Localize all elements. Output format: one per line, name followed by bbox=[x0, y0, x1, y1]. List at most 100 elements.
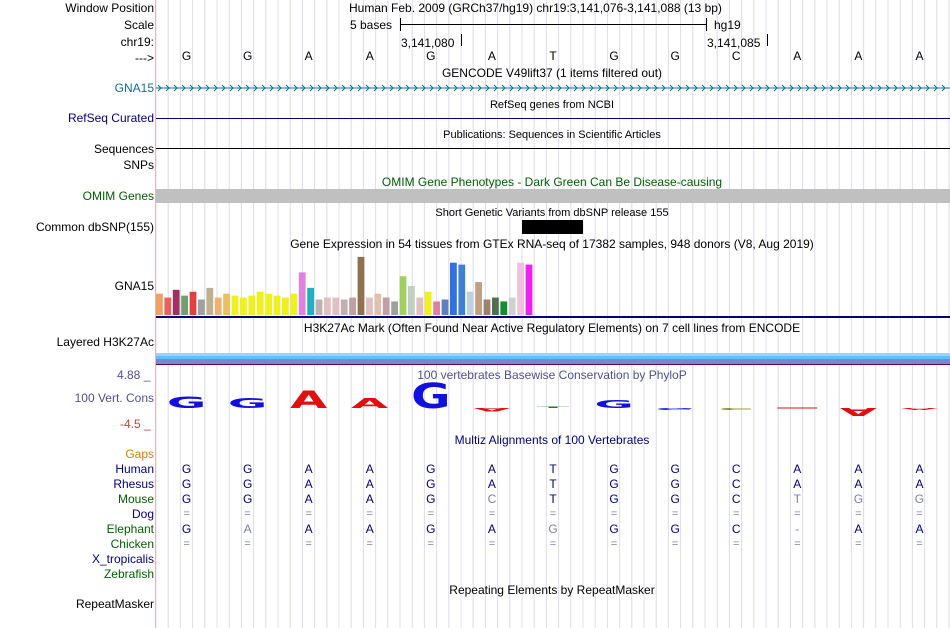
phylop-score-mark: G bbox=[167, 394, 206, 412]
gencode-chevron bbox=[285, 84, 290, 92]
gtex-tissue-bar bbox=[424, 291, 432, 315]
alignment-base: A bbox=[915, 522, 924, 536]
gencode-chevron bbox=[613, 84, 618, 92]
gtex-tissue-bar bbox=[508, 297, 516, 315]
gencode-chevron bbox=[509, 84, 514, 92]
base-letter: G bbox=[181, 49, 192, 63]
alignment-base: = bbox=[183, 538, 190, 550]
dbsnp-variant-block[interactable] bbox=[522, 220, 583, 234]
gencode-chevron bbox=[829, 84, 834, 92]
scale-bar-right-tick bbox=[706, 18, 707, 31]
gencode-chevron bbox=[797, 84, 802, 92]
multiz-species-label[interactable]: Mouse bbox=[117, 492, 154, 506]
gtex-tissue-bar bbox=[374, 293, 382, 315]
repeatmasker-track-label[interactable]: RepeatMasker bbox=[75, 597, 154, 611]
gencode-chevron bbox=[877, 84, 882, 92]
gencode-chevron bbox=[197, 84, 202, 92]
sequences-track-label[interactable]: Sequences bbox=[93, 142, 154, 156]
gencode-chevron bbox=[893, 84, 898, 92]
multiz-track-title: Multiz Alignments of 100 Vertebrates bbox=[454, 433, 650, 447]
gencode-chevron bbox=[557, 84, 562, 92]
gencode-chevron bbox=[549, 84, 554, 92]
phylop-track-label[interactable]: 100 Vert. Cons bbox=[74, 391, 154, 405]
gencode-chevron bbox=[573, 84, 578, 92]
phylop-score-mark: A bbox=[351, 396, 389, 412]
multiz-alignment-row: = = = = = = = = = = = = = bbox=[0, 537, 950, 551]
gencode-track-label[interactable]: GNA15 bbox=[114, 81, 154, 95]
phylop-score-mark: A bbox=[290, 386, 328, 414]
multiz-species-label[interactable]: X_tropicalis bbox=[91, 552, 154, 566]
gencode-chevron bbox=[501, 84, 506, 92]
gtex-expression-chart[interactable] bbox=[156, 252, 950, 318]
alignment-base: G bbox=[181, 477, 192, 491]
gencode-chevron bbox=[469, 84, 474, 92]
multiz-species-label[interactable]: Elephant bbox=[106, 522, 154, 536]
gtex-track-label[interactable]: GNA15 bbox=[114, 279, 154, 293]
refseq-track-label[interactable]: RefSeq Curated bbox=[67, 111, 154, 125]
alignment-base: = bbox=[366, 538, 373, 550]
window-position-label: Window Position bbox=[65, 1, 154, 15]
gencode-chevron bbox=[277, 84, 282, 92]
gencode-chevron bbox=[669, 84, 674, 92]
alignment-base: G bbox=[426, 492, 436, 506]
gencode-chevron bbox=[437, 84, 442, 92]
h3k27ac-track-label[interactable]: Layered H3K27Ac bbox=[56, 335, 154, 349]
omim-gene-bar[interactable] bbox=[156, 189, 950, 203]
alignment-base: C bbox=[731, 462, 741, 476]
gencode-chevron bbox=[333, 84, 338, 92]
multiz-species-label[interactable]: Rhesus bbox=[113, 477, 154, 491]
h3k27ac-signal-band[interactable] bbox=[156, 353, 950, 365]
base-letter: G bbox=[609, 49, 619, 63]
alignment-base: T bbox=[549, 462, 557, 476]
gencode-chevron bbox=[421, 84, 426, 92]
alignment-base: = bbox=[671, 508, 679, 520]
window-position-value: Human Feb. 2009 (GRCh37/hg19) chr19:3,14… bbox=[349, 1, 722, 15]
gencode-gene-feature[interactable] bbox=[156, 82, 950, 94]
gencode-chevron bbox=[645, 84, 650, 92]
gencode-chevron bbox=[789, 84, 794, 92]
alignment-base: = bbox=[733, 538, 740, 550]
gencode-chevron bbox=[653, 84, 658, 92]
multiz-gaps-label[interactable]: Gaps bbox=[125, 447, 154, 461]
gtex-tissue-bar bbox=[223, 293, 230, 315]
coord-left: 3,141,080 bbox=[401, 36, 455, 50]
snps-track-label[interactable]: SNPs bbox=[123, 158, 154, 172]
refseq-gene-line[interactable] bbox=[156, 118, 950, 119]
dbsnp-track-label[interactable]: Common dbSNP(155) bbox=[35, 220, 154, 234]
multiz-species-label[interactable]: Chicken bbox=[110, 537, 154, 551]
gtex-tissue-bar bbox=[273, 295, 281, 315]
alignment-base: = bbox=[488, 538, 496, 550]
gtex-tissue-bar bbox=[172, 289, 180, 315]
gencode-chevron bbox=[461, 84, 466, 92]
multiz-species-label[interactable]: Human bbox=[115, 462, 154, 476]
gtex-tissue-bar bbox=[298, 272, 306, 315]
coord-right-tick bbox=[767, 34, 768, 46]
alignment-base: = bbox=[855, 538, 862, 550]
alignment-base: G bbox=[181, 462, 192, 476]
alignment-base: = bbox=[244, 538, 251, 550]
alignment-base: A bbox=[854, 477, 863, 491]
phylop-max-label: 4.88 _ bbox=[117, 368, 151, 382]
base-grid bbox=[156, 0, 950, 628]
base-letter: G bbox=[670, 49, 680, 63]
phylop-score-mark: A bbox=[473, 407, 511, 412]
alignment-base: C bbox=[487, 492, 497, 506]
gencode-chevron bbox=[605, 84, 610, 92]
alignment-base: T bbox=[549, 477, 557, 491]
multiz-species-label[interactable]: Dog bbox=[131, 507, 154, 521]
phylop-score-mark: C bbox=[719, 407, 754, 410]
omim-track-title: OMIM Gene Phenotypes - Dark Green Can Be… bbox=[381, 175, 723, 189]
gtex-tissue-bar bbox=[181, 295, 188, 315]
omim-track-label[interactable]: OMIM Genes bbox=[82, 189, 154, 203]
label-divider bbox=[155, 0, 156, 628]
multiz-species-label[interactable]: Zebrafish bbox=[103, 567, 154, 581]
gencode-chevron bbox=[589, 84, 594, 92]
alignment-base: G bbox=[426, 462, 436, 476]
gencode-chevron bbox=[869, 84, 874, 92]
gencode-chevron bbox=[485, 84, 490, 92]
gencode-chevron bbox=[773, 84, 778, 92]
alignment-base: A bbox=[365, 477, 374, 491]
